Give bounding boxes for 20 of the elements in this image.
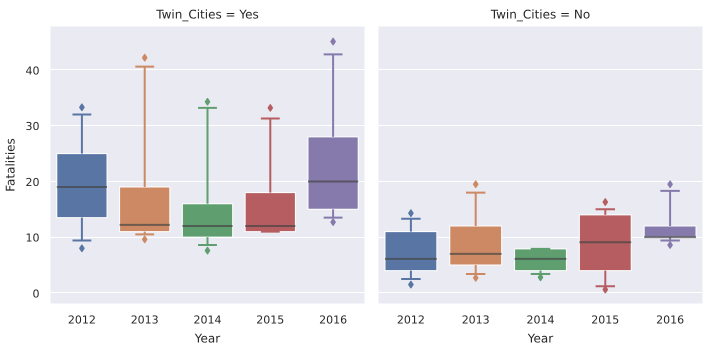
x-tick-label: 2013 bbox=[130, 314, 159, 326]
x-tick-label: 2015 bbox=[256, 314, 284, 326]
y-tick-label: 40 bbox=[26, 64, 40, 78]
x-tick-label: 2014 bbox=[526, 314, 555, 326]
x-axis-title: Year bbox=[194, 332, 220, 346]
x-tick-label: 2012 bbox=[396, 314, 425, 326]
y-tick-label: 0 bbox=[32, 287, 40, 300]
y-tick-label: 20 bbox=[26, 176, 40, 189]
x-tick-label: 2016 bbox=[319, 314, 348, 326]
x-axis-title: Year bbox=[526, 332, 554, 346]
y-tick-label: 30 bbox=[26, 120, 40, 134]
x-tick-label: 2014 bbox=[194, 314, 222, 326]
x-tick-label: 2015 bbox=[591, 314, 620, 326]
y-tick-label: 10 bbox=[26, 232, 40, 245]
x-tick-label: 2016 bbox=[656, 314, 684, 326]
chart-title: Twin_Cities = Yes bbox=[155, 8, 259, 22]
y-axis-title: Fatalities bbox=[4, 138, 18, 192]
chart-title: Twin_Cities = No bbox=[490, 8, 590, 22]
x-tick-label: 2013 bbox=[462, 314, 490, 326]
x-tick-label: 2012 bbox=[68, 314, 96, 326]
